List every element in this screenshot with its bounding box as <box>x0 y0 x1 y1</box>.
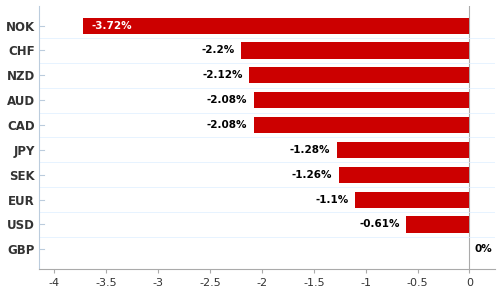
Bar <box>355 192 469 208</box>
Bar <box>249 67 469 83</box>
Text: -2.12%: -2.12% <box>203 70 243 80</box>
Text: -1.26%: -1.26% <box>292 170 333 180</box>
Text: -1.1%: -1.1% <box>316 195 349 205</box>
Bar <box>339 167 469 183</box>
Text: -1.28%: -1.28% <box>290 145 330 155</box>
Text: 0%: 0% <box>474 244 492 254</box>
Text: -2.08%: -2.08% <box>207 120 247 130</box>
Text: -2.2%: -2.2% <box>202 46 235 56</box>
Bar <box>254 92 469 108</box>
Bar <box>406 216 469 233</box>
Bar <box>254 117 469 133</box>
Bar <box>337 142 469 158</box>
Text: -2.08%: -2.08% <box>207 95 247 105</box>
Bar <box>241 42 469 59</box>
Text: -0.61%: -0.61% <box>359 220 400 230</box>
Text: -3.72%: -3.72% <box>92 21 132 31</box>
Bar <box>84 18 469 34</box>
